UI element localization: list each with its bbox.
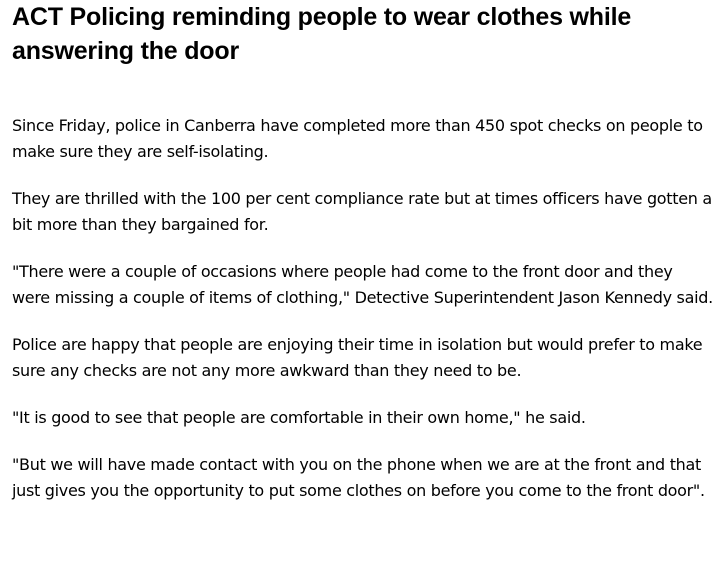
- paragraph: "But we will have made contact with you …: [12, 455, 705, 500]
- article-title: ACT Policing reminding people to wear cl…: [12, 3, 632, 65]
- paragraph: They are thrilled with the 100 per cent …: [12, 189, 712, 234]
- paragraph: Since Friday, police in Canberra have co…: [12, 116, 703, 161]
- paragraph: Police are happy that people are enjoyin…: [12, 335, 703, 380]
- paragraph: "There were a couple of occasions where …: [12, 262, 713, 307]
- article: ACT Policing reminding people to wear cl…: [12, 3, 713, 500]
- paragraph: "It is good to see that people are comfo…: [12, 408, 586, 427]
